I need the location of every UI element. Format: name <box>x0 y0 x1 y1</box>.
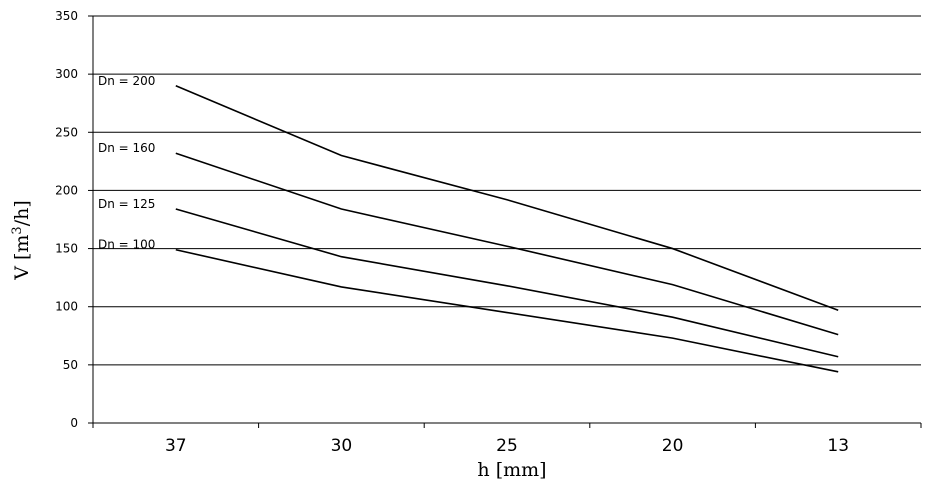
series-line <box>175 248 839 373</box>
series-line <box>175 85 839 311</box>
y-tick-label: 300 <box>55 67 78 81</box>
x-axis-title: h [mm] <box>477 459 546 481</box>
series-label: Dn = 160 <box>98 141 155 155</box>
y-axis-ticks: 0 50 100 150 200 250 300 350 <box>55 9 93 430</box>
x-tick-label: 25 <box>496 436 518 456</box>
y-axis-title-tail: /h] <box>11 200 33 226</box>
y-tick-label: 100 <box>55 300 78 314</box>
y-axis-title: V [m3/h] <box>10 200 34 281</box>
y-tick-label: 50 <box>63 358 78 372</box>
series-label: Dn = 100 <box>98 238 155 252</box>
y-tick-label: 150 <box>55 242 78 256</box>
series-labels: Dn = 200 Dn = 160 Dn = 125 Dn = 100 <box>98 74 155 252</box>
series-line <box>175 208 839 358</box>
x-tick-label: 37 <box>165 436 187 456</box>
series-label: Dn = 125 <box>98 197 155 211</box>
y-tick-label: 350 <box>55 9 78 23</box>
gridlines <box>92 15 921 424</box>
series-lines <box>175 85 839 373</box>
series-label: Dn = 200 <box>98 74 155 88</box>
x-tick-label: 20 <box>662 436 684 456</box>
x-axis-ticks: 37 30 25 20 13 <box>92 423 922 456</box>
y-tick-label: 200 <box>55 183 78 197</box>
x-tick-label: 30 <box>331 436 353 456</box>
x-tick-label: 13 <box>827 436 849 456</box>
y-tick-label: 0 <box>70 416 78 430</box>
series-line <box>175 152 839 336</box>
y-tick-label: 250 <box>55 125 78 139</box>
y-axis-title-sup: 3 <box>10 226 25 234</box>
y-axis-title-main: V [m <box>11 235 33 281</box>
